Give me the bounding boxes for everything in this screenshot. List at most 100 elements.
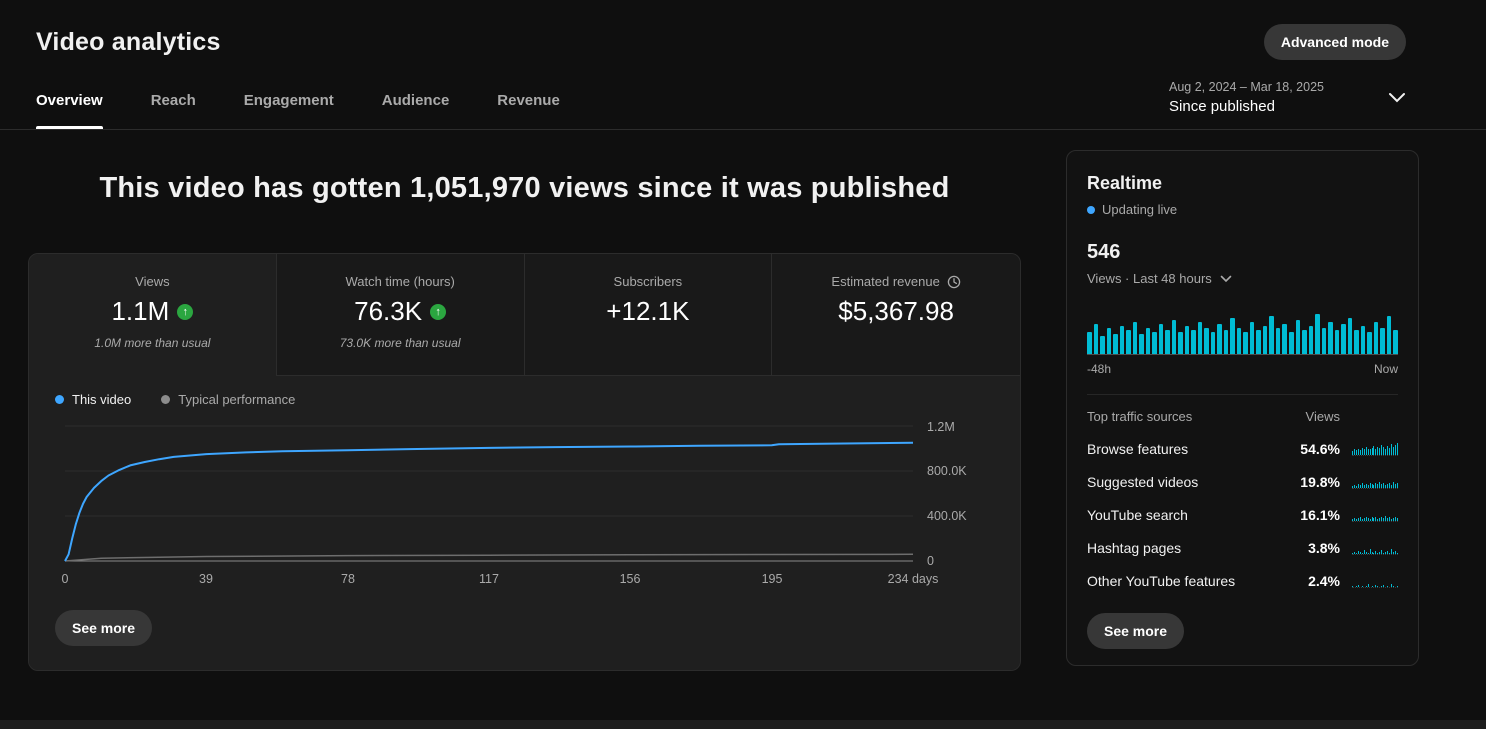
realtime-bar xyxy=(1347,318,1353,354)
chart-series-layer xyxy=(64,441,914,562)
sparkline-bar xyxy=(1367,448,1369,455)
sparkline-bar xyxy=(1383,483,1385,488)
sparkline-bar xyxy=(1387,586,1389,587)
traffic-header-row: Top traffic sources Views xyxy=(1087,409,1398,424)
traffic-source-name: Browse features xyxy=(1087,441,1189,457)
x-tick: 195 xyxy=(762,572,783,586)
metric-card-estimated-revenue[interactable]: Estimated revenue $5,367.98 xyxy=(772,254,1020,376)
traffic-source-pct: 19.8% xyxy=(1300,474,1340,490)
sparkline-bar xyxy=(1373,553,1375,554)
traffic-source-pct: 2.4% xyxy=(1308,573,1340,589)
realtime-bar xyxy=(1171,320,1177,354)
tab-audience[interactable]: Audience xyxy=(382,78,450,129)
sparkline-bar xyxy=(1365,446,1367,455)
realtime-bar xyxy=(1243,332,1248,354)
metric-card-watch-time[interactable]: Watch time (hours) 76.3K ↑ 73.0K more th… xyxy=(276,254,525,376)
sparkline-bar xyxy=(1365,552,1367,554)
trend-up-icon: ↑ xyxy=(177,303,194,320)
sparkline-bar xyxy=(1391,584,1393,587)
views-line-chart: 1.2M 800.0K 400.0K 0 0 39 78 117 156 195… xyxy=(55,420,996,596)
sparkline-bar xyxy=(1354,586,1355,587)
realtime-bar xyxy=(1132,322,1138,354)
realtime-bar xyxy=(1119,326,1125,354)
traffic-sparkline xyxy=(1352,508,1398,522)
realtime-bar xyxy=(1256,330,1261,354)
tab-revenue[interactable]: Revenue xyxy=(497,78,560,129)
realtime-bar xyxy=(1197,322,1203,354)
sparkline-bar xyxy=(1393,518,1394,521)
sparkline-bar xyxy=(1389,483,1391,488)
tab-engagement[interactable]: Engagement xyxy=(244,78,334,129)
sparkline-bar xyxy=(1375,585,1377,587)
sparkline-bar xyxy=(1385,485,1387,488)
sparkline-bar xyxy=(1387,445,1389,455)
sparkline-bar xyxy=(1383,585,1385,587)
advanced-mode-button[interactable]: Advanced mode xyxy=(1263,24,1406,60)
realtime-card: Realtime Updating live 546 Views · Last … xyxy=(1066,150,1419,666)
traffic-source-pct: 16.1% xyxy=(1300,507,1340,523)
metric-strip: Views 1.1M ↑ 1.0M more than usual Watch … xyxy=(29,254,1020,376)
tab-overview[interactable]: Overview xyxy=(36,78,103,129)
realtime-bar xyxy=(1178,332,1183,354)
main-content: This video has gotten 1,051,970 views si… xyxy=(0,150,1486,671)
y-tick: 0 xyxy=(927,554,934,568)
sparkline-bar xyxy=(1375,517,1377,521)
sparkline-bar xyxy=(1353,552,1355,554)
overview-column: This video has gotten 1,051,970 views si… xyxy=(28,150,1021,671)
sparkline-bar xyxy=(1357,448,1359,455)
sparkline-bar xyxy=(1385,516,1387,521)
date-range-picker[interactable]: Aug 2, 2024 – Mar 18, 2025 Since publish… xyxy=(1169,80,1406,115)
sparkline-bar xyxy=(1359,552,1361,554)
bottom-page-edge xyxy=(0,720,1486,729)
sparkline-bar xyxy=(1375,483,1377,488)
x-tick: 39 xyxy=(199,572,213,586)
sparkline-bar xyxy=(1381,550,1383,554)
tab-reach[interactable]: Reach xyxy=(151,78,196,129)
traffic-row: Suggested videos 19.8% xyxy=(1087,474,1398,490)
sparkline-bar xyxy=(1359,450,1361,455)
sparkline-bar xyxy=(1385,552,1387,554)
see-more-button[interactable]: See more xyxy=(55,610,153,646)
realtime-bar xyxy=(1373,322,1379,354)
realtime-bar xyxy=(1100,336,1105,354)
sparkline-bar xyxy=(1391,549,1393,554)
sparkline-bar xyxy=(1379,518,1381,521)
sparkline-bar xyxy=(1352,486,1353,488)
sparkline-bar xyxy=(1353,449,1355,455)
metric-label: Watch time (hours) xyxy=(345,274,455,289)
traffic-sources-header: Top traffic sources xyxy=(1087,409,1193,424)
metric-card-views[interactable]: Views 1.1M ↑ 1.0M more than usual xyxy=(29,254,277,376)
sparkline-bar xyxy=(1367,584,1369,587)
sparkline-bar xyxy=(1371,552,1373,554)
sparkline-bar xyxy=(1396,553,1398,554)
realtime-see-more-button[interactable]: See more xyxy=(1087,613,1185,649)
sparkline-bar xyxy=(1365,517,1367,521)
sparkline-bar xyxy=(1371,484,1373,488)
realtime-bar xyxy=(1282,324,1287,354)
views-column-header: Views xyxy=(1305,409,1340,424)
sparkline-bar xyxy=(1379,447,1381,455)
traffic-sparkline xyxy=(1352,541,1398,555)
legend-this-video: This video xyxy=(55,392,131,407)
sparkline-bar xyxy=(1389,517,1391,521)
realtime-bar-chart xyxy=(1087,312,1398,355)
live-dot-icon xyxy=(1087,205,1095,214)
key-metrics-card: Views 1.1M ↑ 1.0M more than usual Watch … xyxy=(28,253,1021,671)
realtime-bar xyxy=(1386,316,1392,354)
sparkline-bar xyxy=(1377,586,1379,587)
chart-legend: This video Typical performance xyxy=(55,392,996,407)
metric-card-subscribers[interactable]: Subscribers +12.1K xyxy=(524,254,773,376)
traffic-row: Browse features 54.6% xyxy=(1087,441,1398,457)
sparkline-bar xyxy=(1387,484,1389,488)
views-headline: This video has gotten 1,051,970 views si… xyxy=(99,172,950,204)
sparkline-bar xyxy=(1357,551,1359,554)
x-tick: 156 xyxy=(620,572,641,586)
sparkline-bar xyxy=(1375,448,1377,455)
realtime-views-dropdown[interactable]: Views · Last 48 hours xyxy=(1087,271,1398,286)
sparkline-bar xyxy=(1381,517,1383,521)
realtime-views-count: 546 xyxy=(1087,241,1121,263)
traffic-source-name: YouTube search xyxy=(1087,507,1188,523)
realtime-bar xyxy=(1393,330,1398,354)
realtime-bar xyxy=(1308,326,1314,354)
sparkline-bar xyxy=(1387,551,1389,554)
